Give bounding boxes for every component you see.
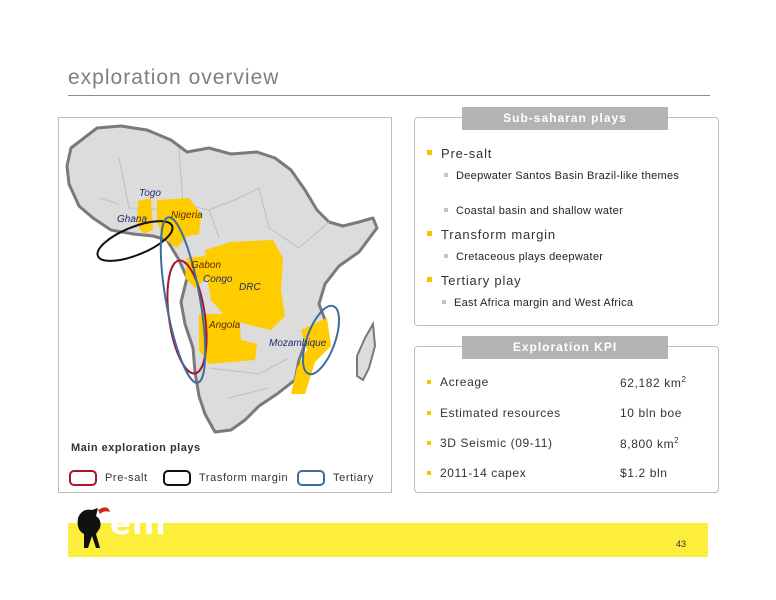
title-divider bbox=[68, 95, 710, 96]
legend-label: Pre-salt bbox=[105, 472, 148, 484]
legend-item-tertiary: Tertiary bbox=[297, 470, 374, 486]
kpi-capex-value: $1.2 bln bbox=[620, 466, 668, 480]
play-transform-margin-sub-1: Cretaceous plays deepwater bbox=[443, 251, 604, 263]
play-pre-salt: Pre-salt bbox=[426, 146, 493, 161]
label-congo: Congo bbox=[203, 274, 233, 285]
eni-logo: eni bbox=[68, 504, 188, 556]
label-nigeria: Nigeria bbox=[171, 210, 203, 221]
label-mozambique: Mozambique bbox=[269, 338, 327, 349]
label-drc: DRC bbox=[239, 282, 261, 293]
kpi-seismic-value: 8,800 km2 bbox=[620, 436, 679, 451]
map-caption: Main exploration plays bbox=[71, 442, 201, 454]
play-pre-salt-sub-2: Coastal basin and shallow water bbox=[443, 205, 624, 217]
legend-label: Trasform margin bbox=[199, 472, 289, 484]
kpi-resources-label: Estimated resources bbox=[427, 406, 561, 420]
legend-label: Tertiary bbox=[333, 472, 374, 484]
kpi-unit-sup: 2 bbox=[674, 436, 680, 445]
angola-shape bbox=[199, 314, 257, 364]
kpi-value-text: 62,182 km bbox=[620, 376, 682, 390]
kpi-value-text: $1.2 bln bbox=[620, 466, 668, 480]
kpi-acreage-value: 62,182 km2 bbox=[620, 375, 687, 390]
kpi-value-text: 8,800 km bbox=[620, 437, 675, 451]
legend-item-pre-salt: Pre-salt bbox=[69, 470, 148, 486]
six-legged-dog-icon bbox=[77, 507, 110, 548]
label-ghana: Ghana bbox=[117, 214, 148, 225]
transform-margin-ellipse bbox=[96, 220, 174, 262]
play-tertiary: Tertiary play bbox=[426, 273, 522, 288]
page-title: exploration overview bbox=[68, 66, 280, 89]
plays-header: Sub-saharan plays bbox=[462, 107, 668, 130]
page-number: 43 bbox=[675, 539, 686, 549]
legend-item-transform-margin: Trasform margin bbox=[163, 470, 288, 486]
tertiary-ellipse-west bbox=[159, 216, 207, 384]
kpi-header: Exploration KPI bbox=[462, 336, 668, 359]
gabon-shape bbox=[185, 256, 207, 288]
kpi-value-text: 10 bln boe bbox=[620, 406, 683, 420]
madagascar bbox=[356, 320, 377, 382]
kpi-box bbox=[414, 346, 719, 493]
tertiary-ellipse-east bbox=[301, 304, 341, 376]
footer-band: 43 bbox=[68, 523, 708, 557]
label-gabon: Gabon bbox=[191, 260, 222, 271]
eni-wordmark: eni bbox=[110, 506, 167, 542]
kpi-capex-label: 2011-14 capex bbox=[426, 466, 527, 480]
label-angola: Angola bbox=[209, 320, 241, 331]
congo-drc-shape bbox=[205, 240, 285, 330]
kpi-resources-value: 10 bln boe bbox=[620, 406, 682, 420]
legend-swatch bbox=[163, 470, 191, 486]
legend-swatch bbox=[69, 470, 97, 486]
play-transform-margin: Transform margin bbox=[427, 227, 556, 242]
kpi-seismic-label: 3D Seismic (09-11) bbox=[427, 436, 553, 450]
kpi-unit-sup: 2 bbox=[681, 375, 687, 384]
legend-swatch bbox=[297, 470, 325, 486]
play-pre-salt-sub-1: Deepwater Santos Basin Brazil-like theme… bbox=[444, 169, 686, 183]
map-panel: Togo Ghana Nigeria Gabon Congo DRC Angol… bbox=[58, 117, 392, 493]
mozambique-shape bbox=[291, 318, 331, 394]
africa-map bbox=[65, 124, 379, 434]
highlighted-countries bbox=[137, 198, 331, 394]
kpi-acreage-label: Acreage bbox=[427, 375, 489, 389]
label-togo: Togo bbox=[139, 188, 161, 199]
play-tertiary-sub-1: East Africa margin and West Africa bbox=[441, 297, 634, 309]
